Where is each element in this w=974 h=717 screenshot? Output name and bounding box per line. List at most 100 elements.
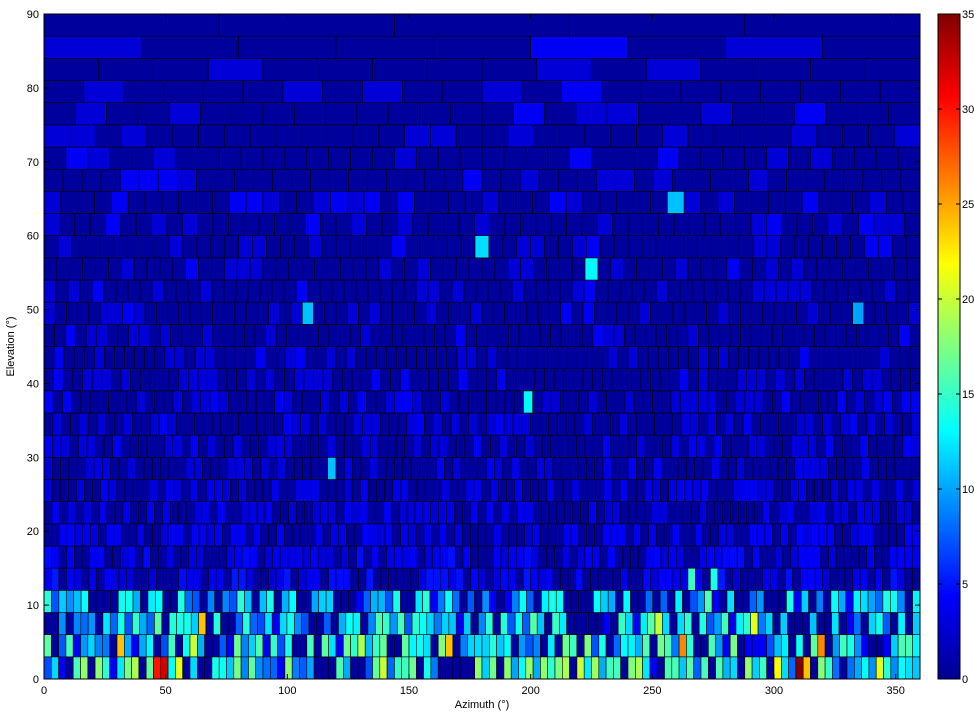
heatmap-cell	[894, 457, 904, 480]
heatmap-cell	[406, 346, 417, 369]
heatmap-cell	[243, 457, 253, 480]
heatmap-cell	[536, 612, 545, 635]
heatmap-cell	[801, 191, 820, 214]
heatmap-cell	[742, 412, 753, 436]
heatmap-cell	[67, 279, 81, 303]
heatmap-cell	[138, 168, 159, 192]
heatmap-cell	[585, 235, 601, 259]
heatmap-cell	[504, 390, 515, 414]
heatmap-cell	[449, 479, 458, 502]
heatmap-cell	[486, 368, 497, 392]
heatmap-cell	[546, 479, 556, 502]
heatmap-cell	[50, 634, 59, 658]
heatmap-cell	[279, 191, 298, 214]
heatmap-cell	[537, 301, 550, 325]
heatmap-cell	[455, 124, 483, 148]
heatmap-cell	[857, 412, 868, 436]
heatmap-cell	[683, 235, 698, 259]
heatmap-cell	[871, 368, 882, 392]
heatmap-cell	[66, 567, 75, 591]
heatmap-cell	[842, 434, 852, 458]
heatmap-cell	[457, 368, 468, 392]
heatmap-cell	[733, 523, 743, 547]
heatmap-cell	[881, 168, 902, 192]
heatmap-cell	[386, 656, 395, 680]
heatmap-cell	[839, 634, 848, 658]
heatmap-cell	[762, 390, 773, 414]
heatmap-cell	[433, 412, 443, 436]
heatmap-cell	[864, 390, 875, 414]
heatmap-cell	[379, 279, 393, 303]
heatmap-cell	[105, 412, 116, 436]
heatmap-cell	[202, 324, 214, 347]
heatmap-cell	[597, 257, 612, 281]
heatmap-cell	[88, 301, 101, 325]
heatmap-cell	[605, 567, 614, 591]
heatmap-cell	[619, 434, 629, 458]
heatmap-cell	[866, 412, 877, 436]
heatmap-cell	[68, 479, 77, 502]
heatmap-cell	[81, 567, 90, 591]
heatmap-cell	[96, 567, 105, 591]
heatmap-cell	[838, 479, 848, 502]
heatmap-cell	[650, 301, 662, 325]
heatmap-cell	[379, 656, 388, 680]
heatmap-cell	[329, 390, 340, 414]
heatmap-cell	[908, 301, 921, 325]
heatmap-cell	[711, 457, 721, 480]
heatmap-cell	[95, 590, 104, 613]
heatmap-cell	[619, 501, 629, 525]
heatmap-cell	[706, 612, 715, 635]
heatmap-cell	[846, 656, 855, 680]
heatmap-cell	[756, 523, 766, 547]
heatmap-cell	[875, 590, 884, 613]
heatmap-cell	[846, 479, 856, 502]
heatmap-cell	[291, 168, 311, 192]
heatmap-cell	[264, 412, 275, 436]
heatmap-cell	[786, 168, 807, 192]
heatmap-cell	[627, 412, 638, 436]
heatmap-cell	[752, 235, 768, 259]
heatmap-cell	[485, 545, 494, 569]
heatmap-cell	[868, 124, 895, 148]
heatmap-cell	[749, 479, 759, 502]
heatmap-cell	[254, 479, 264, 502]
heatmap-cell	[441, 80, 483, 103]
heatmap-cell	[123, 412, 133, 436]
heatmap-cell	[788, 146, 811, 170]
heatmap-cell	[415, 279, 429, 303]
heatmap-cell	[201, 501, 211, 525]
heatmap-cell	[141, 479, 150, 502]
heatmap-cell	[204, 656, 213, 680]
heatmap-cell	[163, 390, 174, 414]
heatmap-cell	[910, 368, 921, 392]
heatmap-cell	[116, 656, 125, 680]
heatmap-cell	[752, 545, 761, 569]
heatmap-cell	[671, 412, 682, 436]
heatmap-cell	[327, 479, 337, 502]
heatmap-cell	[493, 523, 502, 547]
heatmap-cell	[114, 346, 125, 369]
heatmap-cell	[729, 545, 738, 569]
heatmap-cell	[636, 434, 646, 458]
heatmap-cell	[69, 434, 79, 458]
heatmap-cell	[603, 479, 613, 502]
heatmap-cell	[459, 301, 472, 325]
heatmap-cell	[296, 590, 305, 613]
heatmap-cell	[478, 612, 486, 635]
heatmap-cell	[781, 390, 792, 414]
heatmap-cell	[151, 213, 168, 236]
heatmap-cell	[667, 501, 676, 525]
heatmap-cell	[773, 656, 782, 680]
heatmap-cell	[360, 612, 369, 635]
heatmap-cell	[850, 434, 861, 458]
heatmap-cell	[401, 634, 410, 658]
heatmap-cell	[448, 301, 460, 325]
heatmap-cell	[790, 124, 818, 148]
heatmap-cell	[511, 279, 525, 303]
heatmap-cell	[756, 368, 767, 392]
heatmap-cell	[889, 545, 898, 569]
heatmap-cell	[735, 612, 744, 635]
heatmap-cell	[444, 590, 453, 613]
heatmap-cell	[624, 390, 635, 414]
